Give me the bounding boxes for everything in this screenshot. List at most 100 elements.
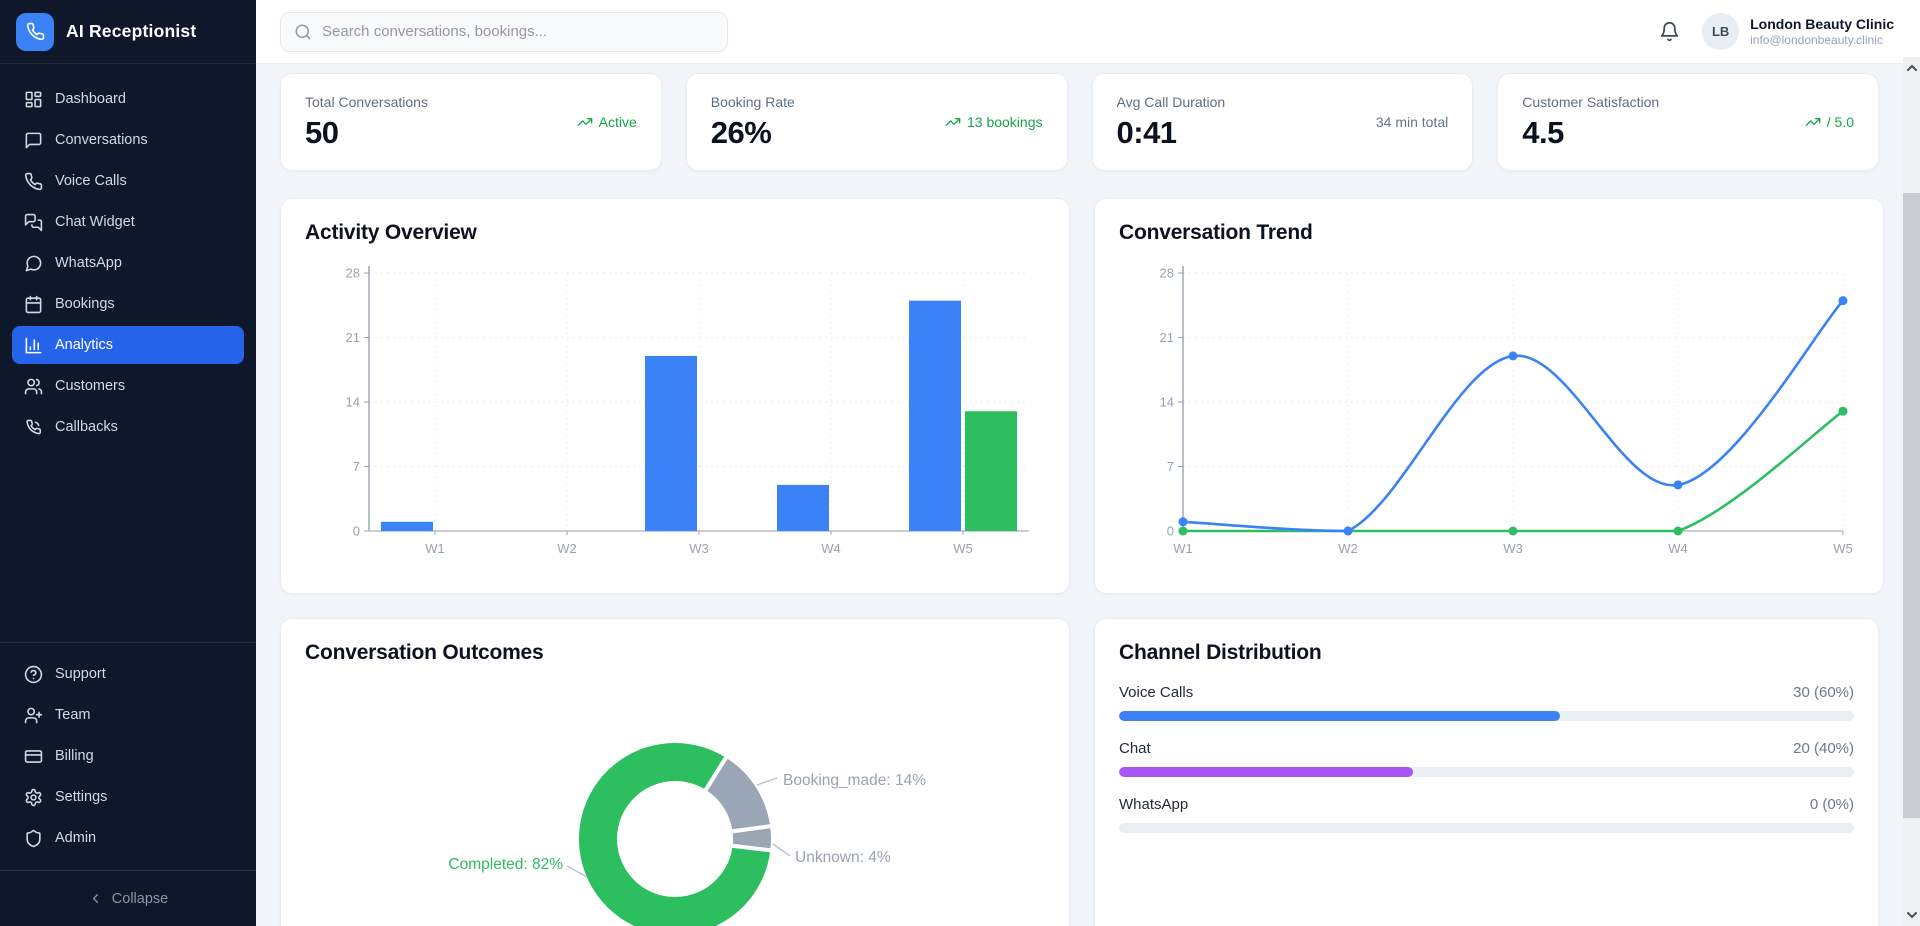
sidebar-item-conversations[interactable]: Conversations	[12, 121, 244, 159]
stat-badge: / 5.0	[1805, 114, 1854, 130]
stat-badge: 13 bookings	[945, 114, 1043, 130]
charts-row: Activity Overview 0 7 14 21 28 W1 W2 W3 W4 W5 Con…	[280, 198, 1884, 594]
conversation-outcomes-donut-chart: Booking_made: 14% Unknown: 4% Completed: 8…	[448, 739, 926, 926]
sidebar-item-callbacks[interactable]: Callbacks	[12, 408, 244, 446]
stat-card-booking-rate: Booking Rate 26% 13 bookings	[685, 73, 1068, 171]
sidebar-item-label: Support	[55, 666, 106, 682]
header-right: LB London Beauty Clinic info@londonbeaut…	[1659, 13, 1894, 50]
collapse-label: Collapse	[111, 890, 169, 907]
sidebar-item-admin[interactable]: Admin	[12, 819, 244, 857]
sidebar-item-label: Settings	[55, 789, 108, 805]
sidebar-item-label: Customers	[55, 378, 126, 394]
callbacks-icon	[26, 419, 42, 434]
dashboard-icon	[25, 91, 42, 107]
activity-overview-bar-chart: 0 7 14 21 28 W1 W2 W3 W4 W5	[346, 266, 1029, 556]
channel-distribution-card: Channel Distribution Voice Calls 30 (60%…	[1094, 618, 1879, 926]
sidebar-item-chat-widget[interactable]: Chat Widget	[12, 203, 244, 241]
sidebar-item-voice-calls[interactable]: Voice Calls	[12, 162, 244, 200]
sidebar-item-customers[interactable]: Customers	[12, 367, 244, 405]
sidebar-item-settings[interactable]: Settings	[12, 778, 244, 816]
stat-value: 26%	[710, 114, 772, 150]
svg-text:7: 7	[1167, 459, 1174, 474]
sidebar-item-billing[interactable]: Billing	[12, 737, 244, 775]
sidebar-collapse-button[interactable]: Collapse	[0, 870, 256, 926]
sidebar-item-support[interactable]: Support	[12, 655, 244, 693]
svg-text:W3: W3	[689, 541, 709, 556]
sidebar-item-label: Admin	[55, 830, 97, 846]
sidebar-item-label: Chat Widget	[55, 214, 135, 230]
svg-text:Booking_made: 14%: Booking_made: 14%	[783, 772, 926, 789]
channel-value: 30 (60%)	[1793, 684, 1854, 701]
avatar: LB	[1702, 13, 1740, 50]
chevron-down-icon	[1906, 912, 1917, 919]
sidebar-nav: Dashboard Conversations Voice Calls Chat…	[0, 64, 256, 642]
sidebar-item-bookings[interactable]: Bookings	[12, 285, 244, 323]
stat-value: 50	[305, 114, 339, 150]
vertical-scrollbar	[1903, 57, 1920, 926]
svg-text:21: 21	[346, 330, 360, 345]
stat-card-avg-call-duration: Avg Call Duration 0:41 34 min total	[1091, 73, 1474, 171]
chevron-left-icon	[92, 894, 98, 903]
scrollbar-down-arrow[interactable]	[1903, 907, 1920, 923]
sidebar-item-label: Dashboard	[55, 91, 126, 107]
svg-text:W2: W2	[1338, 541, 1358, 556]
app-logo-row: AI Receptionist	[0, 0, 256, 64]
chevron-up-icon	[1906, 64, 1917, 71]
channel-bar-track	[1119, 823, 1854, 833]
svg-text:W3: W3	[1503, 541, 1523, 556]
svg-text:28: 28	[1160, 266, 1174, 281]
channel-label: Chat	[1119, 740, 1151, 757]
channel-value: 0 (0%)	[1809, 796, 1854, 813]
chart-title: Conversation Outcomes	[305, 641, 544, 664]
sidebar-item-label: Bookings	[55, 296, 115, 312]
conversation-trend-line-chart: 0 7 14 21 28 W1 W2 W3 W4 W5	[1160, 266, 1853, 557]
chart-title: Conversation Trend	[1119, 221, 1313, 244]
trending-up-icon	[577, 118, 592, 126]
bell-icon	[1660, 21, 1679, 42]
channel-bar-fill	[1119, 767, 1413, 777]
svg-text:Completed: 82%: Completed: 82%	[448, 856, 563, 873]
user-email: info@londonbeauty.clinic	[1750, 33, 1883, 48]
svg-text:W5: W5	[953, 541, 973, 556]
user-menu[interactable]: LB London Beauty Clinic info@londonbeaut…	[1702, 13, 1894, 50]
channel-bar-track	[1119, 711, 1854, 721]
stat-label: Avg Call Duration	[1116, 93, 1226, 110]
activity-overview-card: Activity Overview 0 7 14 21 28 W1 W2 W3 W4 W5	[280, 198, 1070, 594]
analytics-icon	[25, 337, 42, 353]
bookings-icon	[25, 295, 42, 313]
settings-icon	[25, 788, 42, 806]
svg-text:14: 14	[346, 395, 360, 410]
sidebar-item-label: WhatsApp	[55, 255, 122, 271]
phone-icon	[26, 22, 44, 41]
stat-card-customer-satisfaction: Customer Satisfaction 4.5 / 5.0	[1497, 73, 1879, 171]
notifications-button[interactable]	[1659, 21, 1680, 42]
stat-value: 0:41	[1116, 114, 1178, 150]
app-logo	[16, 12, 54, 51]
sidebar-item-whatsapp[interactable]: WhatsApp	[12, 244, 244, 282]
sidebar-item-analytics[interactable]: Analytics	[12, 326, 244, 364]
svg-text:W5: W5	[1833, 541, 1853, 556]
svg-text:W4: W4	[821, 541, 841, 556]
scrollbar-thumb[interactable]	[1903, 193, 1920, 818]
svg-text:W1: W1	[425, 541, 445, 556]
stat-label: Total Conversations	[305, 93, 428, 110]
search-icon	[295, 24, 311, 39]
stat-badge: Active	[577, 114, 637, 130]
stat-label: Customer Satisfaction	[1522, 93, 1660, 110]
channel-row-chat: Chat 20 (40%)	[1119, 740, 1854, 777]
app-title: AI Receptionist	[66, 21, 197, 41]
whatsapp-icon	[25, 255, 42, 271]
sidebar-item-team[interactable]: Team	[12, 696, 244, 734]
search-input[interactable]	[322, 23, 714, 40]
channel-value: 20 (40%)	[1793, 740, 1854, 757]
svg-text:14: 14	[1160, 395, 1174, 410]
stats-row: Total Conversations 50 Active Booking Ra…	[280, 73, 1879, 171]
sidebar-item-dashboard[interactable]: Dashboard	[12, 80, 244, 118]
scrollbar-up-arrow[interactable]	[1903, 60, 1920, 76]
search-box[interactable]	[280, 11, 728, 52]
team-icon	[24, 707, 43, 723]
svg-text:7: 7	[353, 459, 360, 474]
stat-card-total-conversations: Total Conversations 50 Active	[280, 73, 662, 171]
conversations-icon	[25, 132, 42, 148]
channel-label: Voice Calls	[1119, 684, 1194, 701]
